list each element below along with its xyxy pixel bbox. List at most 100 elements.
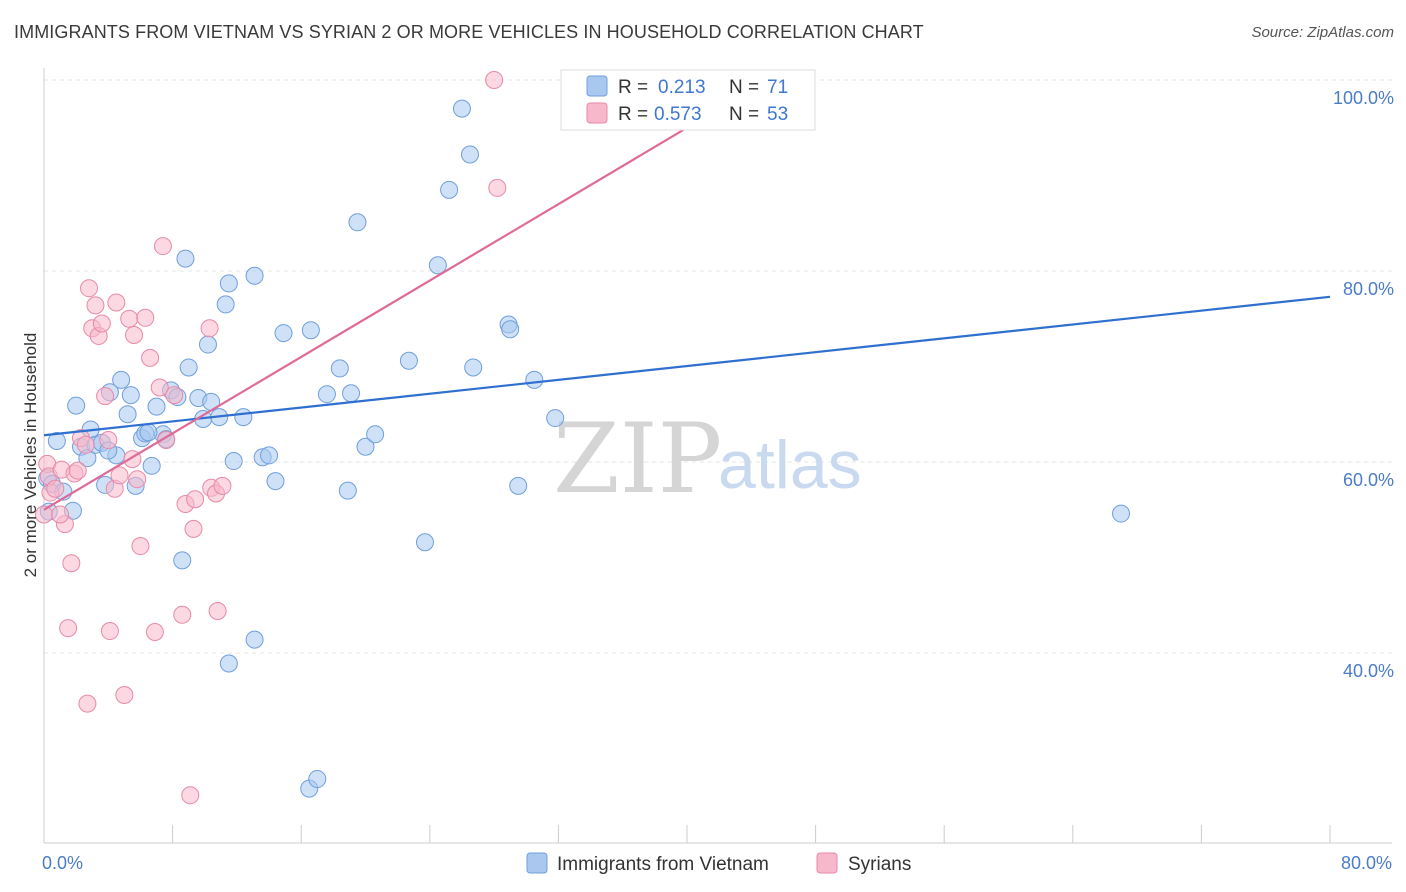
vietnam-point	[330, 359, 349, 378]
vietnam-point	[348, 213, 367, 232]
syrians-point	[184, 519, 203, 538]
legend-n-value: 53	[767, 104, 788, 125]
chart-title: IMMIGRANTS FROM VIETNAM VS SYRIAN 2 OR M…	[14, 22, 924, 42]
vietnam-point	[415, 533, 434, 552]
vietnam-point	[245, 266, 264, 285]
vietnam-point	[366, 425, 385, 444]
syrians-point	[115, 686, 134, 705]
syrians-point	[213, 476, 232, 495]
vietnam-point	[142, 456, 161, 475]
vietnam-point	[224, 452, 243, 471]
legend-r-label: R =	[618, 104, 648, 125]
syrians-point	[86, 296, 105, 315]
vietnam-point	[342, 384, 361, 403]
syrians-point	[99, 431, 118, 450]
vietnam-point	[399, 351, 418, 370]
watermark: ZIP atlas	[553, 403, 862, 515]
y-tick-labels: 40.0% 60.0% 80.0% 100.0%	[1333, 88, 1394, 681]
vietnam-point	[509, 476, 528, 495]
vietnam-point	[121, 386, 140, 405]
y-tick-label: 60.0%	[1343, 470, 1394, 490]
vietnam-point	[464, 358, 483, 377]
syrians-point	[68, 461, 87, 480]
vietnam-point	[428, 256, 447, 275]
syrians-point	[100, 622, 119, 641]
vietnam-point	[525, 370, 544, 389]
vietnam-point	[356, 437, 375, 456]
vietnam-trend-line	[43, 295, 1331, 437]
vietnam-point	[260, 446, 279, 465]
syrians-point	[76, 435, 95, 454]
vietnam-point	[546, 409, 565, 428]
y-axis-label: 2 or more Vehicles in Household	[21, 333, 40, 578]
vietnam-point	[216, 295, 235, 314]
vietnam-point	[112, 370, 131, 389]
syrians-point	[59, 619, 78, 638]
y-tick-label: 80.0%	[1343, 279, 1394, 299]
syrians-point	[110, 466, 129, 485]
syrians-point	[131, 537, 150, 556]
vietnam-point	[47, 431, 66, 450]
syrians-point	[107, 293, 126, 312]
vietnam-point	[317, 385, 336, 404]
x-tick-min: 0.0%	[42, 853, 83, 873]
vietnam-point	[452, 99, 471, 118]
syrians-point	[153, 237, 172, 256]
legend-r-label: R =	[618, 77, 648, 98]
vietnam-point	[1112, 504, 1131, 523]
syrians-point	[46, 479, 65, 498]
legend-n-value: 71	[767, 77, 788, 98]
syrians-point	[200, 319, 219, 338]
vietnam-point	[219, 654, 238, 673]
vietnam-point	[460, 145, 479, 164]
legend-n-label: N =	[729, 104, 759, 125]
vietnam-point	[147, 397, 166, 416]
y-tick-label: 100.0%	[1333, 88, 1394, 108]
source-credit: Source: ZipAtlas.com	[1251, 24, 1394, 41]
y-tick-label: 40.0%	[1343, 661, 1394, 681]
syrians-point	[136, 308, 155, 327]
legend-r-value: 0.213	[658, 77, 706, 98]
vietnam-point	[308, 770, 327, 789]
syrians-point	[141, 348, 160, 367]
vietnam-point	[301, 321, 320, 340]
bottom-legend-label-syrians: Syrians	[848, 854, 911, 875]
x-tick-max: 80.0%	[1341, 853, 1392, 873]
vietnam-point	[139, 423, 158, 442]
syrians-point	[150, 378, 169, 397]
legend-swatch-vietnam	[586, 75, 608, 97]
syrians-point	[145, 622, 164, 641]
syrians-point	[92, 314, 111, 333]
vietnam-point	[338, 481, 357, 500]
syrians-point	[51, 505, 70, 524]
bottom-legend-swatch-syrians	[816, 852, 838, 874]
syrians-point	[80, 279, 99, 298]
vietnam-point	[179, 358, 198, 377]
axes	[43, 68, 1392, 844]
syrians-point	[488, 178, 507, 197]
vietnam-point	[173, 551, 192, 570]
vietnam-point	[440, 180, 459, 199]
correlation-legend: R = 0.213 N = 71 R = 0.573 N = 53	[560, 69, 816, 131]
watermark-atlas: atlas	[718, 427, 862, 503]
legend-n-label: N =	[729, 77, 759, 98]
syrians-point	[96, 387, 115, 406]
series-legend: Immigrants from Vietnam Syrians	[526, 852, 911, 875]
legend-r-value: 0.573	[654, 104, 702, 125]
vietnam-point	[176, 249, 195, 268]
syrians-point	[125, 325, 144, 344]
syrians-point	[485, 71, 504, 89]
legend-swatch-syrians	[586, 102, 608, 124]
syrians-point	[120, 309, 139, 328]
syrians-trend-line	[43, 79, 768, 511]
syrians-point	[128, 470, 147, 489]
vietnam-point	[501, 320, 520, 339]
vietnam-point	[198, 335, 217, 354]
bottom-legend-swatch-vietnam	[526, 852, 548, 874]
bottom-legend-label-vietnam: Immigrants from Vietnam	[557, 854, 769, 875]
syrians-point	[165, 386, 184, 405]
syrians-point	[208, 601, 227, 620]
syrians-point	[78, 694, 97, 713]
syrians-point	[186, 490, 205, 509]
